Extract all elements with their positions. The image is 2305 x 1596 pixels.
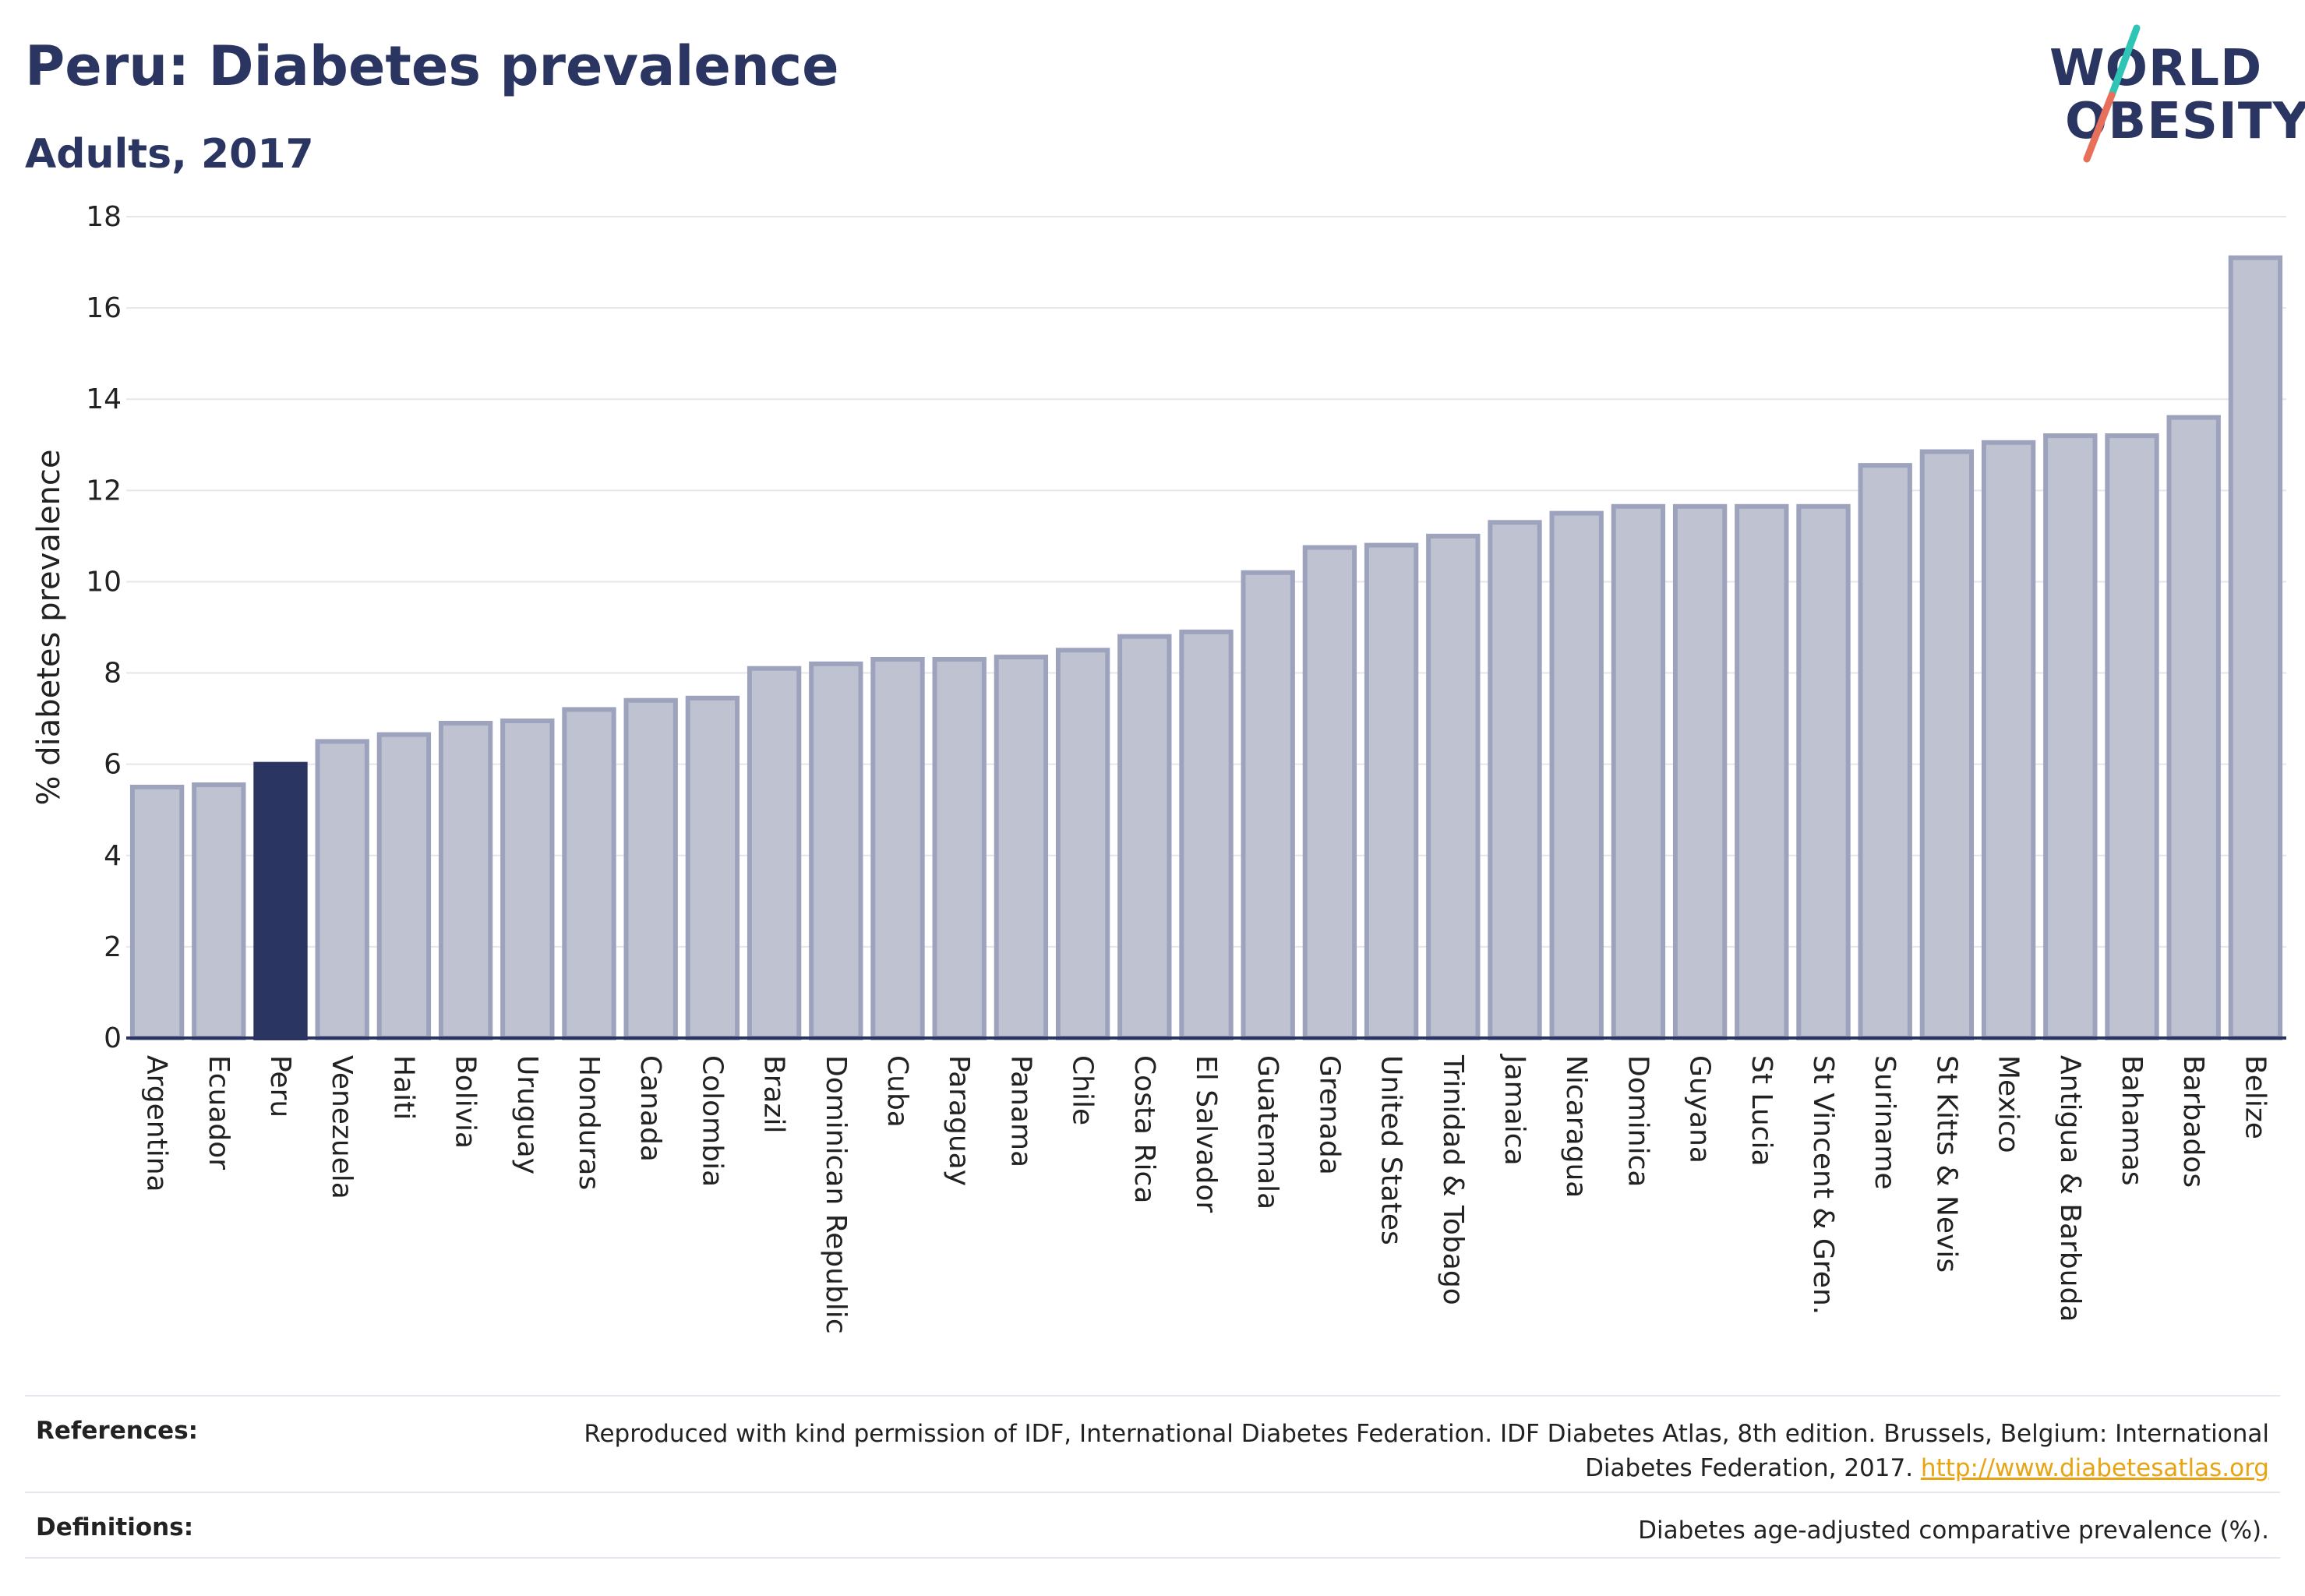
x-tick-label: Paraguay xyxy=(943,1055,975,1186)
y-tick-label: 12 xyxy=(86,475,122,507)
x-tick-label: Dominica xyxy=(1622,1055,1654,1188)
bar-trinidad-tobago xyxy=(1426,533,1481,1040)
bar-st-lucia xyxy=(1735,503,1789,1041)
bar-chart: 0 2 4 6 8 10 12 14 16 18 Argentina Ecuador Peru Vene… xyxy=(31,201,2286,1334)
bar-grenada xyxy=(1302,545,1357,1040)
x-tick-label: Uruguay xyxy=(511,1055,543,1174)
bar-chile xyxy=(1055,648,1110,1040)
x-tick-label: Dominican Republic xyxy=(820,1055,852,1334)
bar-panama xyxy=(994,655,1049,1040)
bar-guatemala xyxy=(1241,570,1295,1040)
bar-argentina xyxy=(129,784,185,1040)
bar-guyana xyxy=(1672,503,1728,1041)
bars xyxy=(129,255,2283,1041)
x-tick-label: Costa Rica xyxy=(1128,1055,1160,1203)
x-tick-label: Antigua & Barbuda xyxy=(2054,1055,2086,1322)
y-tick-label: 6 xyxy=(104,749,122,781)
y-tick-label: 18 xyxy=(86,201,122,233)
bar-colombia xyxy=(685,695,740,1040)
x-tick-label: Cuba xyxy=(881,1055,913,1128)
bar-jamaica xyxy=(1488,520,1542,1041)
references-link[interactable]: http://www.diabetesatlas.org xyxy=(1920,1454,2269,1482)
x-tick-label: United States xyxy=(1375,1055,1407,1245)
y-tick-label: 16 xyxy=(86,292,122,324)
y-tick-label: 4 xyxy=(104,840,122,872)
chart-title: Peru: Diabetes prevalence xyxy=(25,34,839,98)
x-tick-label: Trinidad & Tobago xyxy=(1437,1054,1469,1305)
bar-suriname xyxy=(1858,463,1912,1040)
bar-st-kitts-nevis xyxy=(1919,449,1975,1040)
bar-cuba xyxy=(870,656,925,1040)
bar-belize xyxy=(2228,255,2283,1040)
references-text: Reproduced with kind permission of IDF, … xyxy=(555,1417,2269,1485)
logo-text-world: WORLD xyxy=(2049,40,2263,97)
x-tick-label: Bahamas xyxy=(2116,1055,2148,1186)
bar-el-salvador xyxy=(1179,629,1234,1040)
x-tick-label: Barbados xyxy=(2177,1055,2209,1188)
world-obesity-logo: WORLD OBESITY xyxy=(2034,19,2305,167)
definitions-label: Definitions: xyxy=(36,1513,194,1541)
y-axis-label: % diabetes prevalence xyxy=(31,449,67,805)
x-tick-label: Nicaragua xyxy=(1560,1055,1592,1198)
x-tick-label: Argentina xyxy=(141,1055,173,1192)
x-tick-label: Grenada xyxy=(1313,1055,1345,1175)
x-tick-label: Peru xyxy=(264,1055,296,1118)
y-tick-label: 0 xyxy=(104,1022,122,1054)
x-tick-label: Belize xyxy=(2239,1055,2271,1139)
footer-divider-bottom xyxy=(25,1557,2280,1559)
bar-canada xyxy=(623,697,678,1040)
bar-mexico xyxy=(1981,440,2036,1041)
y-tick-label: 14 xyxy=(86,383,122,415)
bar-brazil xyxy=(747,666,802,1040)
bar-honduras xyxy=(562,707,616,1041)
x-axis-labels: Argentina Ecuador Peru Venezuela Haiti Bolivi… xyxy=(141,1054,2271,1334)
bar-paraguay xyxy=(932,656,987,1040)
bar-bolivia xyxy=(438,720,493,1040)
x-tick-label: St Lucia xyxy=(1746,1055,1777,1167)
y-tick-label: 8 xyxy=(104,658,122,690)
logo-slash-icon xyxy=(2083,24,2141,163)
x-tick-label: Honduras xyxy=(573,1055,605,1190)
x-tick-label: Ecuador xyxy=(203,1055,235,1170)
bar-united-states xyxy=(1364,542,1419,1041)
references-citation: Reproduced with kind permission of IDF, … xyxy=(584,1420,2269,1482)
x-tick-label: Panama xyxy=(1004,1055,1036,1167)
x-tick-label: Canada xyxy=(634,1055,666,1162)
bar-ecuador xyxy=(192,782,246,1040)
bar-costa-rica xyxy=(1117,634,1172,1040)
bar-dominican-republic xyxy=(809,661,863,1040)
bar-antigua-barbuda xyxy=(2043,433,2098,1041)
x-tick-label: Jamaica xyxy=(1498,1054,1530,1166)
bar-bahamas xyxy=(2105,433,2159,1041)
bar-barbados xyxy=(2166,415,2221,1040)
y-tick-label: 2 xyxy=(104,931,122,963)
bar-venezuela xyxy=(315,739,369,1041)
definitions-text: Diabetes age-adjusted comparative preval… xyxy=(1638,1517,2269,1545)
x-tick-label: Brazil xyxy=(758,1055,790,1133)
bar-peru xyxy=(253,761,308,1041)
bar-dominica xyxy=(1611,503,1666,1041)
chart-subtitle: Adults, 2017 xyxy=(25,131,314,178)
x-tick-label: Suriname xyxy=(1869,1055,1901,1190)
x-tick-label: St Kitts & Nevis xyxy=(1930,1055,1962,1273)
x-tick-label: St Vincent & Gren. xyxy=(1807,1055,1839,1315)
footer-divider-top xyxy=(25,1395,2280,1396)
x-tick-label: Guyana xyxy=(1684,1055,1716,1163)
bar-st-vincent-gren- xyxy=(1796,503,1851,1041)
x-tick-label: El Salvador xyxy=(1190,1055,1222,1213)
x-tick-label: Chile xyxy=(1067,1055,1099,1125)
y-axis-ticks: 0 2 4 6 8 10 12 14 16 18 xyxy=(86,201,122,1054)
x-tick-label: Colombia xyxy=(696,1055,728,1187)
x-tick-label: Venezuela xyxy=(326,1055,358,1199)
x-tick-label: Mexico xyxy=(1993,1055,2024,1153)
bar-uruguay xyxy=(500,719,555,1040)
x-tick-label: Guatemala xyxy=(1251,1055,1283,1209)
x-tick-label: Haiti xyxy=(387,1055,419,1120)
bar-nicaragua xyxy=(1549,510,1604,1041)
y-tick-label: 10 xyxy=(86,566,122,598)
references-label: References: xyxy=(36,1417,199,1445)
footer-divider-middle xyxy=(25,1492,2280,1493)
bar-haiti xyxy=(376,732,432,1040)
x-tick-label: Bolivia xyxy=(450,1055,482,1149)
